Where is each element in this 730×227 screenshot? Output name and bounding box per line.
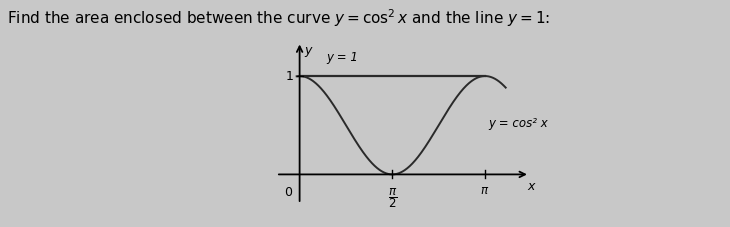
Text: 0: 0	[285, 186, 293, 199]
Text: y = cos² x: y = cos² x	[488, 117, 548, 130]
Text: Find the area enclosed between the curve $y = \cos^2 x$ and the line $y = 1$:: Find the area enclosed between the curve…	[7, 7, 550, 29]
Text: x: x	[527, 180, 534, 193]
Text: y: y	[304, 44, 312, 57]
Text: $\dfrac{\pi}{2}$: $\dfrac{\pi}{2}$	[388, 186, 397, 210]
Text: $\pi$: $\pi$	[480, 184, 490, 197]
Text: 1: 1	[286, 69, 293, 83]
Text: y = 1: y = 1	[326, 51, 358, 64]
